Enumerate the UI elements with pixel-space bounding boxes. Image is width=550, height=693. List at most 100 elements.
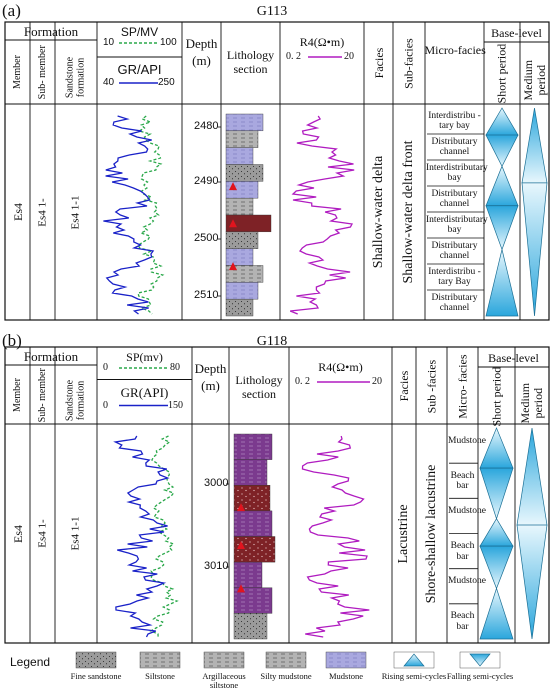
curve2-max: 250 [158, 77, 175, 88]
panel-frame-a [4, 21, 550, 321]
fining-arrow [229, 262, 237, 271]
microfacies-item: Beach bar [450, 541, 475, 562]
microfacies-item: Mudstone [448, 576, 486, 587]
legend-swatch [265, 651, 307, 669]
baselevel-header: Base-level [488, 351, 539, 365]
depth-tick: 2490 [194, 175, 219, 187]
rising-semi-cycle [485, 107, 519, 136]
microfacies-item: Mudstone [448, 505, 486, 516]
resistivity-header: R4(Ω•m) [299, 35, 345, 49]
lithology-bed [225, 147, 254, 165]
curve1-name: SP(mv) [126, 350, 163, 364]
microfacies-item: Interdistribu -tary bay [428, 111, 481, 132]
lithology-bed [225, 282, 259, 300]
medium-period-header: Medium period [517, 382, 545, 424]
microfacies-item: Interdistributary bay [426, 215, 488, 236]
microfacies-item: Distributary channel [431, 293, 478, 314]
panel-label-a: (a) [2, 1, 21, 20]
sandstone-value: Es4 1-1 [69, 195, 82, 229]
microfacies-item: Interdistributary bay [426, 163, 488, 184]
sandstone-value: Es4 1-1 [69, 516, 82, 551]
resistivity-min: 0. 2 [286, 51, 301, 62]
lithology-bed [225, 248, 254, 266]
rising-semi-cycle [485, 249, 519, 317]
sandstone-header: Sandstone formation [64, 379, 87, 421]
lithology-header: Lithology section [226, 48, 275, 77]
curve1-max: 80 [170, 362, 180, 373]
legend-item-label: Rising semi-cycles [381, 671, 447, 681]
subfacies-value: Shallow-water delta front [401, 140, 416, 284]
facies-value: Lacustrine [396, 503, 411, 564]
submember-header: Sub- member [36, 45, 48, 100]
member-value: Es4 [10, 203, 25, 221]
lithology-header: Lithology section [235, 373, 283, 402]
medium-falling-semi-cycle [521, 107, 548, 184]
legend-rising-icon [403, 653, 425, 667]
rising-semi-cycle [479, 518, 514, 547]
microfacies-header: Micro-facies [424, 43, 486, 57]
curve2-max: 150 [168, 399, 183, 411]
legend-title: Legend [10, 655, 51, 669]
resistivity-header: R4(Ω•m) [318, 360, 363, 374]
facies-header: Facies [397, 370, 411, 401]
lithology-bed [225, 197, 254, 216]
lithology-bed [233, 561, 263, 588]
lithology-bed [225, 298, 254, 317]
lithology-bed [233, 510, 273, 537]
medium-rising-semi-cycle [516, 524, 548, 640]
legend-item-label: Mudstone [329, 671, 363, 681]
depth-tick: 3000 [204, 477, 229, 489]
lithology-bed [233, 587, 273, 614]
lithology-bed [233, 459, 268, 486]
member-value: Es4 [10, 524, 25, 543]
depth-tick: 2510 [194, 289, 219, 301]
medium-rising-semi-cycle [521, 182, 548, 317]
rising-semi-cycle [479, 427, 514, 469]
depth-tick: 3010 [204, 560, 229, 572]
resistivity-curve [301, 435, 370, 638]
lithology-bed [225, 113, 264, 132]
resistivity-min: 0. 2 [295, 376, 310, 387]
subfacies-header: Sub -facies [423, 359, 438, 413]
submember-value: Es4 1- [36, 519, 48, 548]
curve1-name: SP/MV [120, 25, 159, 39]
legend-swatch [75, 651, 117, 669]
sp-curve [137, 115, 165, 315]
member-header: Member [11, 55, 23, 89]
legend-swatch [325, 651, 367, 669]
formation-header: Formation [23, 24, 79, 39]
fining-arrow [229, 219, 237, 228]
resistivity-max: 20 [372, 376, 382, 387]
depth-tick: 2500 [194, 232, 219, 244]
falling-semi-cycle [479, 545, 514, 590]
resistivity-max: 20 [344, 51, 354, 62]
curve2-min: 40 [103, 77, 115, 88]
submember-header: Sub- member [36, 367, 48, 422]
well-name-a: G113 [256, 4, 288, 19]
depth-header: Depth (m) [194, 361, 227, 393]
panel-frame-b [4, 346, 550, 644]
formation-header: Formation [23, 349, 79, 364]
facies-header: Facies [371, 47, 386, 79]
lithology-bed [225, 164, 264, 182]
legend-item-label: Falling semi-cycles [446, 671, 514, 681]
fining-arrow [237, 540, 245, 549]
rising-semi-cycle [479, 587, 514, 640]
lithology-bed [225, 130, 259, 148]
legend-item-label: Siltstone [145, 671, 175, 681]
submember-value: Es4 1- [36, 197, 48, 227]
resistivity-curve [289, 115, 355, 315]
curve2-name: GR/API [117, 62, 162, 77]
curve2-name: GR(API) [120, 384, 169, 400]
legend-swatch [139, 651, 181, 669]
well-name-b: G118 [256, 334, 288, 349]
microfacies-item: Beach bar [450, 470, 475, 492]
medium-period-header: Medium period [520, 59, 548, 101]
subfacies-value: Shore-shallow lacustrine [423, 464, 439, 603]
short-period-header: Short period [488, 366, 503, 426]
fining-arrow [237, 584, 245, 593]
fining-arrow [237, 503, 245, 512]
microfacies-item: Beach bar [450, 611, 475, 632]
panel-label-b: (b) [2, 331, 22, 350]
